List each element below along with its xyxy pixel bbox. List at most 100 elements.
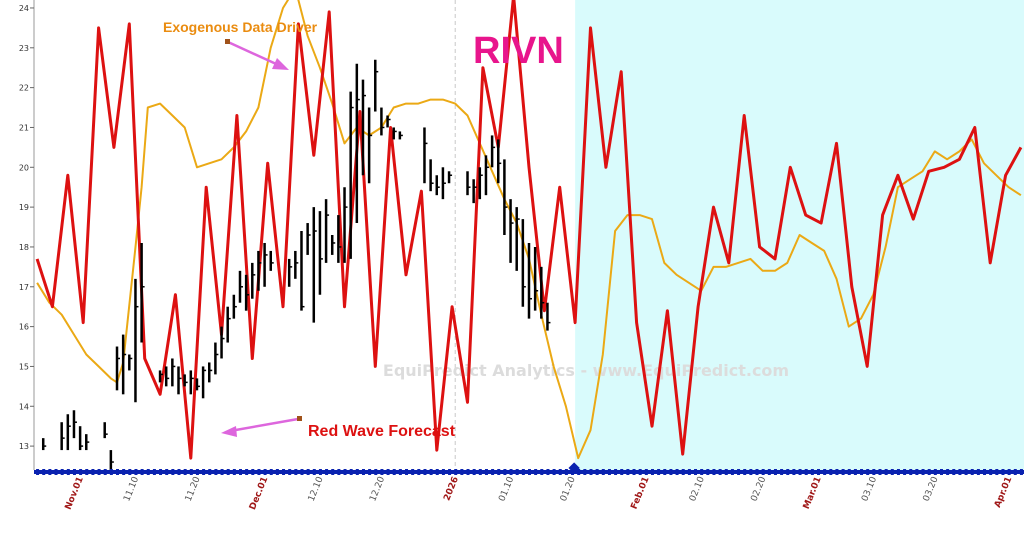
x-day-mark: [189, 469, 193, 475]
price-bar: [435, 175, 440, 196]
x-tick-label: 02.20: [750, 475, 769, 503]
x-day-mark: [995, 469, 999, 475]
x-day-mark: [238, 469, 242, 475]
x-day-mark: [392, 469, 396, 475]
x-day-mark: [614, 469, 618, 475]
x-day-mark: [749, 469, 753, 475]
price-bar: [478, 167, 483, 200]
price-bar: [244, 274, 250, 311]
x-day-mark: [195, 469, 199, 475]
x-day-mark: [933, 469, 937, 475]
x-day-mark: [927, 469, 931, 475]
price-bar: [497, 139, 502, 184]
price-bar: [324, 199, 330, 263]
x-day-mark: [958, 469, 962, 475]
price-bar: [66, 414, 71, 451]
y-tick-label: 15: [19, 362, 29, 371]
x-day-mark: [417, 469, 421, 475]
y-tick-label: 13: [19, 442, 29, 451]
x-day-mark: [503, 469, 507, 475]
x-day-mark: [134, 469, 138, 475]
x-tick-label: Dec.01: [248, 475, 270, 511]
x-day-mark: [429, 469, 433, 475]
x-day-mark: [251, 469, 255, 475]
x-day-mark: [780, 469, 784, 475]
x-day-mark: [706, 469, 710, 475]
x-day-mark: [890, 469, 894, 475]
x-day-mark: [694, 469, 698, 475]
x-day-mark: [663, 469, 667, 475]
price-bar: [183, 374, 188, 387]
x-day-mark: [306, 469, 310, 475]
price-bar: [466, 171, 471, 196]
x-day-mark: [472, 469, 476, 475]
price-bar: [447, 171, 453, 184]
x-day-mark: [116, 469, 120, 475]
x-day-mark: [903, 469, 907, 475]
x-tick-label: 11.20: [184, 475, 203, 503]
x-tick-label: 02.10: [688, 475, 707, 503]
price-bar: [140, 242, 145, 343]
exogenous-anchor-marker: [225, 39, 230, 44]
ticker-title: RIVN: [473, 30, 564, 72]
price-bar: [503, 159, 508, 235]
x-tick-label: Feb.01: [630, 475, 652, 511]
x-day-mark: [872, 469, 876, 475]
x-day-mark: [534, 469, 538, 475]
x-day-mark: [140, 469, 144, 475]
x-day-mark: [1001, 469, 1005, 475]
x-tick-label: 03.10: [860, 475, 879, 503]
y-tick-label: 23: [19, 44, 29, 53]
x-day-mark: [1019, 469, 1023, 475]
x-day-mark: [595, 469, 599, 475]
x-day-mark: [202, 469, 206, 475]
x-day-mark: [607, 469, 611, 475]
price-bar: [257, 250, 262, 291]
x-day-mark: [491, 469, 495, 475]
x-day-mark: [847, 469, 851, 475]
x-day-mark: [152, 469, 156, 475]
x-day-mark: [737, 469, 741, 475]
x-day-mark: [42, 469, 46, 475]
price-bar: [533, 246, 539, 311]
x-day-mark: [294, 469, 298, 475]
x-day-mark: [644, 469, 648, 475]
price-bar: [318, 211, 323, 295]
y-tick-label: 16: [19, 323, 29, 332]
x-day-mark: [448, 469, 452, 475]
watermark-text: EquiPredict Analytics - www.EquiPredict.…: [383, 361, 789, 380]
x-day-mark: [146, 469, 150, 475]
x-day-mark: [896, 469, 900, 475]
x-day-mark: [823, 469, 827, 475]
x-day-mark: [675, 469, 679, 475]
x-day-mark: [343, 469, 347, 475]
y-tick-label: 17: [19, 283, 29, 292]
x-day-mark: [909, 469, 913, 475]
x-day-mark: [165, 469, 169, 475]
x-day-mark: [589, 469, 593, 475]
price-bar: [164, 366, 170, 387]
x-tick-label: 12.10: [307, 475, 326, 503]
x-day-mark: [841, 469, 845, 475]
x-day-mark: [411, 469, 415, 475]
exogenous-arrowhead: [272, 58, 289, 70]
x-day-mark: [460, 469, 464, 475]
x-day-mark: [245, 469, 249, 475]
price-bar: [337, 215, 342, 263]
x-day-mark: [669, 469, 673, 475]
x-day-mark: [718, 469, 722, 475]
price-bar: [238, 270, 243, 303]
price-bar: [263, 242, 268, 287]
x-tick-label: Nov.01: [64, 475, 86, 511]
x-day-mark: [478, 469, 482, 475]
price-bar: [484, 155, 489, 196]
x-tick-label: 03.20: [922, 475, 941, 503]
x-day-mark: [657, 469, 661, 475]
x-day-mark: [939, 469, 943, 475]
x-day-mark: [767, 469, 771, 475]
forecast-arrowhead: [221, 426, 237, 437]
price-bar: [41, 438, 47, 451]
x-tick-label: 2026: [442, 475, 461, 502]
x-day-mark: [866, 469, 870, 475]
